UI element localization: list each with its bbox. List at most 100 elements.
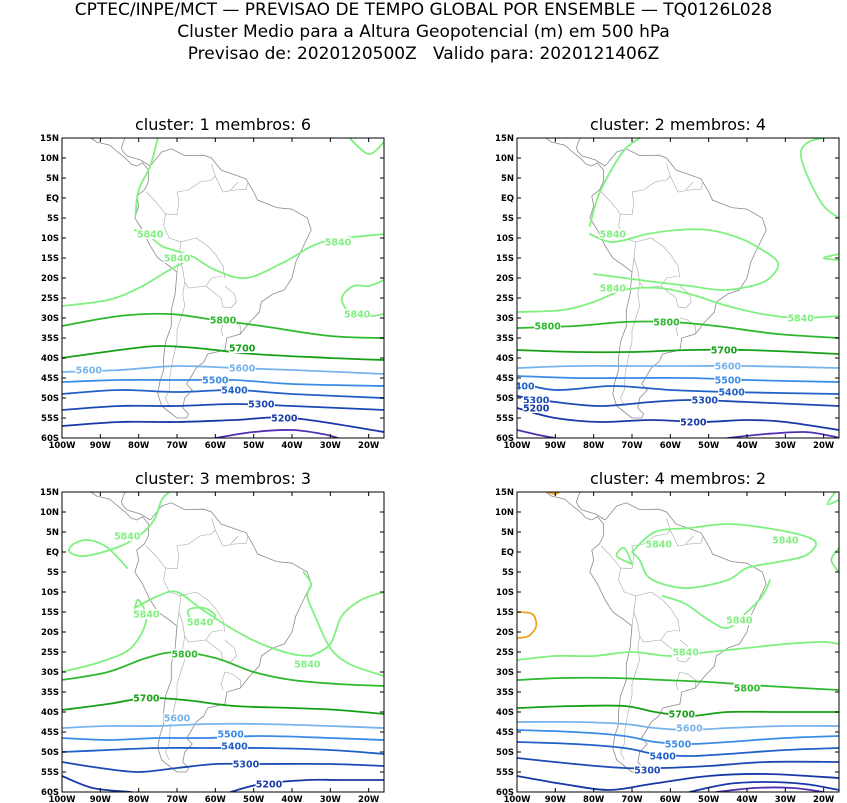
contour-label-bg	[270, 413, 298, 423]
contour-5840	[799, 138, 839, 219]
contour-label: 5840	[726, 616, 753, 627]
coastline	[575, 492, 606, 521]
contour-label: 5700	[669, 710, 696, 721]
country-border	[635, 237, 681, 279]
lat-tick-label: 5N	[501, 174, 514, 184]
contour-5700	[517, 348, 839, 355]
contour-5840	[68, 492, 171, 569]
country-border	[618, 163, 671, 273]
lon-tick-label: 70W	[166, 795, 188, 803]
contour-5300	[62, 403, 384, 411]
lat-tick-label: 25S	[41, 648, 59, 658]
contour-5500	[62, 735, 384, 741]
coastline	[575, 138, 606, 167]
panel-title: cluster: 2 membros: 4	[590, 115, 766, 134]
lon-tick-label: 100W	[503, 441, 531, 451]
lon-tick-label: 80W	[583, 441, 605, 451]
lat-tick-label: 10N	[495, 508, 514, 518]
country-border	[220, 671, 241, 691]
contour-low	[715, 786, 825, 792]
contour-label-bg	[676, 723, 703, 733]
contour-label-bg	[691, 395, 719, 405]
lat-tick-label: 55S	[496, 768, 514, 778]
contour-label: 5200	[256, 780, 283, 791]
contour-label-bg	[171, 649, 199, 659]
lon-tick-label: 50W	[698, 795, 720, 803]
contour-label: 5840	[646, 540, 673, 551]
contour-5840	[661, 579, 771, 630]
lon-tick-label: 100W	[503, 795, 531, 803]
contour-label-bg	[228, 363, 256, 373]
lat-tick-label: 20S	[41, 274, 59, 284]
contour-label: 5400	[221, 386, 248, 397]
contour-label: 5500	[217, 730, 244, 741]
contour-label: 5800	[171, 650, 198, 661]
country-border	[215, 175, 249, 193]
lat-tick-label: 5S	[47, 568, 59, 578]
lon-tick-label: 100W	[48, 441, 76, 451]
contour-label-bg	[75, 365, 103, 375]
country-border	[620, 635, 641, 761]
lon-tick-label: 70W	[166, 441, 188, 451]
contour-label: 5800	[653, 318, 680, 329]
contour-label-bg	[718, 387, 746, 397]
country-border	[146, 191, 166, 215]
lon-tick-label: 60W	[205, 795, 227, 803]
contour-label: 5840	[787, 314, 814, 325]
contour-label: 5800	[734, 684, 761, 695]
lon-tick-label: 20W	[358, 795, 380, 803]
lat-tick-label: 15S	[496, 608, 514, 618]
lat-tick-label: 10S	[496, 234, 514, 244]
lat-tick-label: 50S	[41, 394, 59, 404]
lat-tick-label: 15N	[40, 134, 59, 144]
contour-label-bg	[649, 751, 677, 761]
contour-5300	[62, 761, 384, 773]
lon-tick-label: 90W	[90, 441, 112, 451]
lon-tick-label: 60W	[660, 795, 682, 803]
contour-label: 5500	[202, 376, 229, 387]
lon-tick-label: 60W	[660, 441, 682, 451]
lat-tick-label: 5N	[501, 528, 514, 538]
contour-5840	[310, 591, 384, 657]
contour-5840	[133, 590, 313, 657]
contour-5840	[302, 571, 384, 677]
coastline	[120, 138, 151, 167]
contour-5200	[229, 778, 384, 792]
country-border	[163, 163, 216, 273]
lon-tick-label: 30W	[775, 795, 797, 803]
contour-5200	[62, 775, 132, 792]
contour-label: 5840	[672, 648, 699, 659]
contour-label-bg	[201, 375, 229, 385]
lat-tick-label: EQ	[501, 194, 514, 204]
contour-label: 5840	[137, 230, 164, 241]
country-border	[601, 191, 621, 215]
contour-label: 5300	[692, 396, 719, 407]
contour-label: 5300	[248, 400, 275, 411]
lat-tick-label: 60S	[496, 788, 514, 798]
contour-label: 5400	[718, 388, 745, 399]
lon-tick-label: 50W	[698, 441, 720, 451]
lat-tick-label: 55S	[41, 414, 59, 424]
lat-tick-label: 15S	[41, 254, 59, 264]
country-border	[670, 529, 704, 547]
contour-label-bg	[787, 313, 815, 323]
contour-label-bg	[232, 759, 260, 769]
lat-tick-label: 20S	[496, 274, 514, 284]
lon-tick-label: 30W	[320, 795, 342, 803]
lat-tick-label: 60S	[41, 434, 59, 444]
coastline	[545, 492, 767, 773]
lon-tick-label: 20W	[358, 441, 380, 451]
lat-tick-label: 30S	[496, 314, 514, 324]
lat-tick-label: 35S	[496, 334, 514, 344]
contour-label-bg	[228, 343, 256, 353]
contour-5400	[62, 746, 384, 755]
contour-label: 5840	[772, 536, 799, 547]
contour-5600	[517, 364, 839, 369]
contour-label-bg	[343, 309, 371, 319]
contour-label-bg	[599, 283, 627, 293]
contour-label-bg	[113, 531, 141, 541]
country-border	[230, 535, 239, 545]
lat-tick-label: 30S	[496, 668, 514, 678]
